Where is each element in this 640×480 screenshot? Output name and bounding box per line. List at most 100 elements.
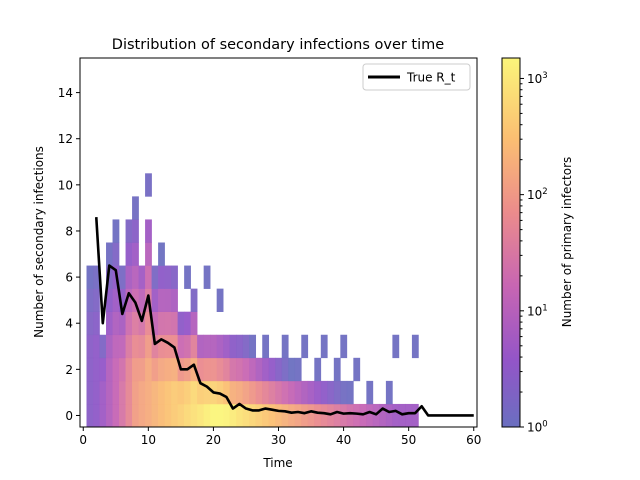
heatmap-cell <box>177 403 185 427</box>
heatmap-cell <box>307 403 315 427</box>
heatmap <box>86 173 419 427</box>
heatmap-cell <box>249 380 257 405</box>
heatmap-cell <box>249 357 257 382</box>
heatmap-cell <box>223 403 230 427</box>
colorbar-tick-label: 100 <box>527 420 548 435</box>
heatmap-cell <box>125 334 133 359</box>
heatmap-cell <box>353 357 361 382</box>
x-axis-ticks: 0 10 20 30 40 50 60 <box>79 427 481 447</box>
heatmap-cell <box>125 288 133 312</box>
heatmap-cell <box>301 403 309 427</box>
heatmap-cell <box>158 242 165 266</box>
legend: True R_t <box>362 63 471 91</box>
heatmap-cell <box>112 380 120 405</box>
y-axis-label: Number of secondary infections <box>32 146 46 338</box>
heatmap-cell <box>359 403 367 427</box>
heatmap-cell <box>314 380 322 405</box>
heatmap-cell <box>151 265 159 289</box>
heatmap-cell <box>346 380 354 405</box>
heatmap-cell <box>242 403 250 427</box>
colorbar-tick-label: 101 <box>527 303 548 318</box>
heatmap-cell <box>184 403 191 427</box>
heatmap-cell <box>294 380 302 405</box>
heatmap-cell <box>320 403 328 427</box>
heatmap-cell <box>125 265 133 289</box>
colorbar-tick-label: 103 <box>527 71 548 86</box>
heatmap-cell <box>190 403 198 427</box>
heatmap-cell <box>99 380 107 405</box>
heatmap-cell <box>197 357 204 382</box>
heatmap-cell <box>203 357 211 382</box>
heatmap-cell <box>236 380 244 405</box>
heatmap-cell <box>164 403 172 427</box>
heatmap-cell <box>132 196 139 220</box>
heatmap-cell <box>145 311 152 336</box>
heatmap-cell <box>164 334 172 359</box>
heatmap-cell <box>119 288 126 312</box>
heatmap-cell <box>223 357 230 382</box>
x-tick-label: 50 <box>401 433 416 447</box>
heatmap-cell <box>385 380 393 405</box>
heatmap-cell <box>275 380 283 405</box>
heatmap-cell <box>106 403 113 427</box>
heatmap-cell <box>106 288 113 312</box>
heatmap-cell <box>190 380 198 405</box>
heatmap-cell <box>184 334 191 359</box>
heatmap-cell <box>125 403 133 427</box>
heatmap-cell <box>93 403 100 427</box>
y-tick-label: 10 <box>58 178 73 192</box>
heatmap-cell <box>223 380 230 405</box>
heatmap-cell <box>119 357 126 382</box>
heatmap-cell <box>210 357 217 382</box>
heatmap-cell <box>340 334 348 359</box>
y-tick-label: 4 <box>65 317 73 331</box>
heatmap-cell <box>93 288 100 312</box>
heatmap-cell <box>151 334 159 359</box>
heatmap-cell <box>255 357 263 382</box>
heatmap-cell <box>262 357 270 382</box>
heatmap-cell <box>164 288 172 312</box>
heatmap-cell <box>203 380 211 405</box>
heatmap-cell <box>164 265 172 289</box>
heatmap-cell <box>301 380 309 405</box>
heatmap-cell <box>262 403 270 427</box>
heatmap-cell <box>372 403 380 427</box>
heatmap-cell <box>281 403 289 427</box>
heatmap-cell <box>366 380 374 405</box>
y-tick-label: 0 <box>65 409 73 423</box>
heatmap-cell <box>158 334 165 359</box>
heatmap-cell <box>119 380 126 405</box>
x-tick-label: 30 <box>271 433 286 447</box>
heatmap-cell <box>379 403 387 427</box>
heatmap-cell <box>327 403 335 427</box>
heatmap-cell <box>99 403 107 427</box>
heatmap-cell <box>145 357 152 382</box>
heatmap-cell <box>229 357 237 382</box>
heatmap-cell <box>216 288 224 312</box>
heatmap-cell <box>125 357 133 382</box>
heatmap-cell <box>184 265 191 289</box>
heatmap-cell <box>164 311 172 336</box>
heatmap-cell <box>171 311 178 336</box>
heatmap-cell <box>405 403 413 427</box>
rt-line-group <box>94 217 474 417</box>
heatmap-cell <box>93 334 100 359</box>
x-tick-label: 40 <box>336 433 351 447</box>
heatmap-cell <box>203 403 211 427</box>
heatmap-cell <box>158 380 165 405</box>
heatmap-cell <box>242 357 250 382</box>
heatmap-cell <box>132 242 139 266</box>
heatmap-cell <box>132 311 139 336</box>
heatmap-cell <box>86 311 94 336</box>
x-tick-label: 20 <box>206 433 221 447</box>
heatmap-cell <box>190 311 198 336</box>
heatmap-cell <box>288 403 296 427</box>
heatmap-cell <box>320 380 328 405</box>
heatmap-cell <box>106 357 113 382</box>
y-tick-label: 6 <box>65 271 73 285</box>
heatmap-cell <box>392 334 400 359</box>
heatmap-cell <box>158 357 165 382</box>
heatmap-cell <box>132 219 139 243</box>
heatmap-cell <box>327 380 335 405</box>
